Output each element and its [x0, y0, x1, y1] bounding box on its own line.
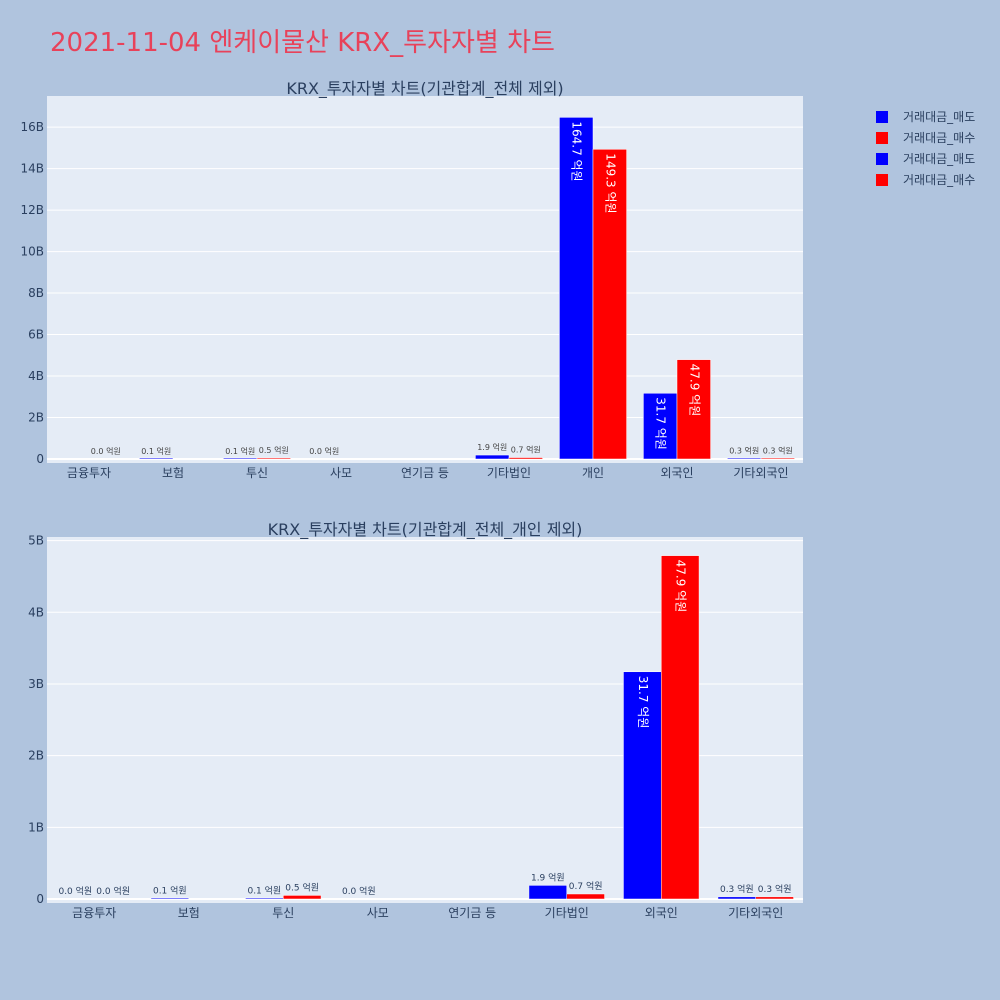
bar	[592, 149, 627, 460]
legend-swatch	[876, 152, 888, 165]
bar	[150, 897, 189, 900]
legend-swatch	[876, 110, 888, 123]
x-tick-label: 금융투자	[67, 466, 111, 480]
legend-swatch	[876, 131, 888, 144]
x-tick-label: 연기금 등	[401, 466, 449, 480]
legend-item[interactable]: 거래대금_매도	[876, 106, 975, 127]
data-label: 0.5 억원	[285, 881, 319, 893]
y-tick-label: 12B	[20, 203, 44, 217]
bar	[559, 117, 594, 460]
data-label: 0.0 억원	[58, 885, 92, 897]
y-tick-label: 16B	[20, 120, 44, 134]
data-label: 47.9 억원	[687, 364, 701, 417]
x-tick-label: 기타법인	[545, 906, 589, 920]
data-label: 0.0 억원	[309, 446, 339, 456]
data-label: 31.7 억원	[654, 397, 668, 450]
bar	[727, 457, 762, 460]
y-tick-label: 1B	[28, 820, 44, 834]
data-label: 149.3 억원	[603, 153, 617, 213]
x-tick-label: 기타외국인	[733, 466, 788, 480]
x-tick-label: 외국인	[660, 466, 693, 480]
y-tick-label: 0	[36, 892, 44, 906]
y-tick-label: 8B	[28, 286, 44, 300]
y-tick-label: 4B	[28, 369, 44, 383]
data-label: 0.3 억원	[729, 445, 759, 455]
bar	[566, 893, 605, 900]
data-label: 47.9 억원	[674, 560, 688, 613]
x-tick-label: 외국인	[645, 906, 678, 920]
data-label: 0.1 억원	[153, 884, 187, 896]
legend-item[interactable]: 거래대금_매수	[876, 127, 975, 148]
x-tick-label: 사모	[330, 466, 352, 480]
data-label: 1.9 억원	[531, 871, 565, 883]
y-tick-label: 3B	[28, 677, 44, 691]
data-label: 0.3 억원	[720, 883, 754, 895]
data-label: 0.5 억원	[259, 445, 289, 455]
data-label: 0.3 억원	[758, 883, 792, 895]
bar	[643, 392, 678, 460]
x-tick-label: 보험	[178, 906, 200, 920]
data-label: 0.0 억원	[96, 885, 130, 897]
y-tick-label: 2B	[28, 411, 44, 425]
data-label: 0.0 억원	[91, 446, 121, 456]
bar	[717, 896, 757, 900]
bar	[139, 457, 174, 460]
data-label: 0.1 억원	[141, 446, 171, 456]
data-label: 0.3 억원	[763, 445, 793, 455]
x-tick-label: 투신	[246, 466, 268, 480]
bar	[760, 457, 795, 460]
data-label: 0.7 억원	[511, 445, 541, 455]
y-tick-label: 14B	[20, 162, 44, 176]
legend: 거래대금_매도 거래대금_매수 거래대금_매도 거래대금_매수	[876, 106, 975, 190]
chart-title: KRX_투자자별 차트(기관합계_전체_개인 제외)	[268, 520, 583, 540]
data-label: 164.7 억원	[570, 121, 584, 181]
page-title: 2021-11-04 엔케이물산 KRX_투자자별 차트	[50, 28, 555, 58]
legend-label: 거래대금_매도	[903, 152, 976, 166]
x-tick-label: 개인	[582, 466, 604, 480]
x-tick-label: 사모	[367, 906, 389, 920]
data-label: 0.1 억원	[247, 884, 281, 896]
y-tick-label: 2B	[28, 749, 44, 763]
bar	[528, 885, 568, 900]
legend-swatch	[876, 173, 888, 186]
x-tick-label: 금융투자	[72, 906, 116, 920]
y-tick-label: 4B	[28, 605, 44, 619]
data-label: 1.9 억원	[477, 442, 507, 452]
y-tick-label: 10B	[20, 245, 44, 259]
data-label: 0.1 억원	[225, 446, 255, 456]
data-label: 31.7 억원	[636, 676, 650, 729]
y-tick-label: 0	[36, 452, 44, 466]
x-tick-label: 투신	[272, 906, 294, 920]
legend-label: 거래대금_매도	[903, 110, 976, 124]
bar	[661, 555, 700, 900]
legend-label: 거래대금_매수	[903, 173, 976, 187]
bar	[245, 897, 284, 900]
y-tick-label: 6B	[28, 328, 44, 342]
bar	[676, 359, 711, 460]
bar	[508, 457, 543, 460]
bar	[755, 896, 794, 900]
bar	[475, 454, 510, 460]
y-tick-label: 5B	[28, 534, 44, 548]
data-label: 0.0 억원	[342, 885, 376, 897]
x-tick-label: 연기금 등	[448, 906, 496, 920]
legend-item[interactable]: 거래대금_매수	[876, 169, 975, 190]
bar	[223, 457, 258, 460]
x-tick-label: 보험	[162, 466, 184, 480]
legend-item[interactable]: 거래대금_매도	[876, 148, 975, 169]
x-tick-label: 기타법인	[487, 466, 531, 480]
chart-title: KRX_투자자별 차트(기관합계_전체 제외)	[286, 79, 563, 99]
data-label: 0.7 억원	[569, 880, 603, 892]
x-tick-label: 기타외국인	[728, 906, 783, 920]
bar	[283, 895, 322, 900]
legend-label: 거래대금_매수	[903, 131, 976, 145]
bar	[256, 457, 291, 460]
